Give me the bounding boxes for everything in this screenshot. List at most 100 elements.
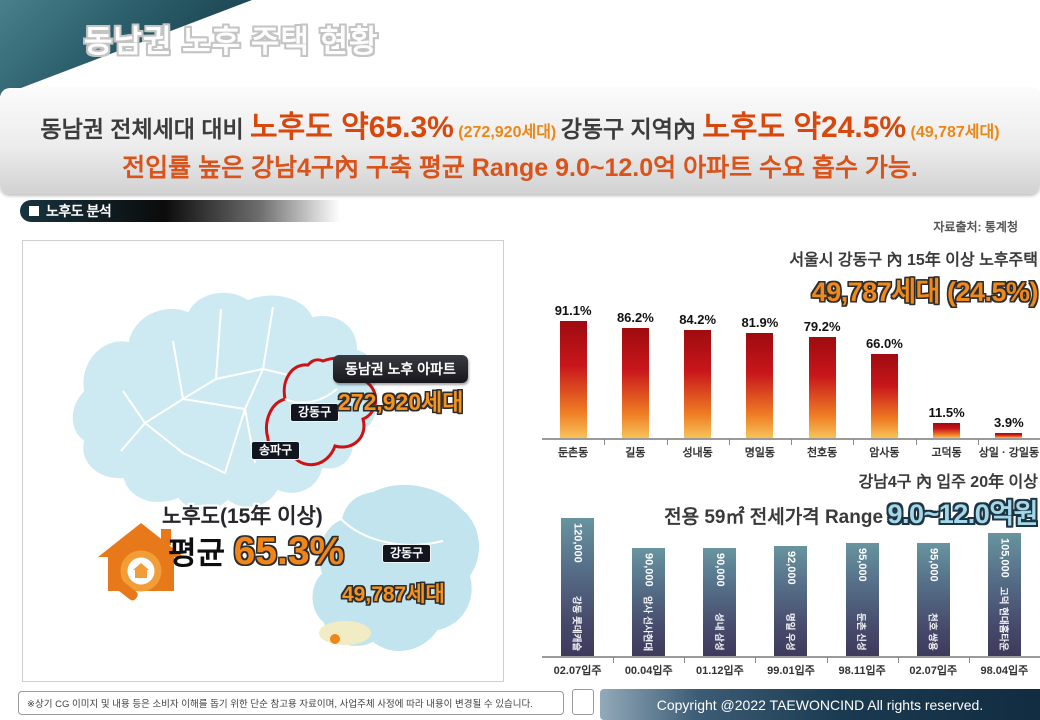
gangdong-inset-shape — [310, 482, 482, 654]
bar-value-label: 66.0% — [865, 335, 903, 351]
jeonse-chart-bars: 120,000 강동 롯데캐슬 90,000 암사 선사현대 90,000 성내 삼성 92… — [542, 514, 1040, 658]
bar-slot: 105,000 고덕 현대홈타운 — [969, 533, 1040, 656]
jeonse-chart-title-line: 강남4구 內 입주 20年 이상 — [858, 474, 1038, 491]
bar-category-label: 고덕동 — [915, 439, 978, 460]
aging-chart-title-line: 서울시 강동구 內 15年 이상 노후주택 — [789, 252, 1038, 269]
bar-value-label: 90,000 — [642, 553, 655, 587]
inset-households-value: 49,787세대 — [342, 583, 445, 606]
page-title: 동남권 노후 주택 현황 — [84, 24, 379, 59]
bar: 92,000 명일 우성 — [774, 546, 808, 656]
section-label: 노후도 분석 — [46, 203, 112, 219]
aging-chart-bars: 91.1% 86.2% 84.2% 81.9% 79.2% 66.0% 11.5% 3.9% — [542, 302, 1040, 440]
data-source-note: 자료출처: 통계청 — [933, 220, 1018, 234]
bar: 90,000 암사 선사현대 — [632, 548, 666, 656]
bar: 95,000 둔촌 신성 — [845, 543, 879, 656]
bar-slot: 86.2% — [604, 310, 666, 438]
headline-households-49787: (49,787세대) — [906, 124, 1000, 141]
jeonse-chart-subtitle: 전용 59㎡ 전세가격 Range — [664, 507, 884, 528]
bar-category-label: 천호동 — [791, 439, 853, 460]
bar-slot: 120,000 강동 롯데캐슬 — [542, 518, 613, 656]
headline-range-text: 전입률 높은 강남4구內 구축 평균 Range 9.0~12.0억 아파트 수… — [122, 154, 918, 182]
bar-slot: 81.9% — [729, 315, 791, 438]
gangdong-songpa-divider — [284, 388, 338, 404]
bar-slot: 90,000 암사 선사현대 — [613, 548, 684, 656]
bar — [621, 327, 649, 438]
bar-category-label: 둔촌동 — [557, 447, 589, 459]
footer-copyright: Copyright @2022 TAEWONCIND All rights re… — [600, 689, 1040, 720]
bar-value-label: 95,000 — [927, 548, 940, 582]
bar-value-label: 95,000 — [856, 548, 869, 582]
bar-slot: 66.0% — [853, 336, 915, 438]
jeonse-chart-subtitle-row: 전용 59㎡ 전세가격 Range 9.0~12.0억원 — [664, 492, 1038, 531]
bar-value-label: 81.9% — [741, 315, 779, 331]
bar-category-label: 99.01입주 — [755, 657, 826, 678]
aging-chart-title: 서울시 강동구 內 15年 이상 노후주택 49,787세대 (24.5%) — [789, 246, 1038, 309]
aging-chart-categories: 둔촌동 길동 성내동 명일동 천호동 암사동 고덕동 상일 · 강일동 — [542, 439, 1040, 460]
bar-value-label: 84.2% — [679, 312, 717, 328]
inset-border-line — [340, 518, 444, 546]
bar-slot: 84.2% — [667, 312, 729, 438]
callout-households-value: 272,920세대 — [338, 389, 464, 415]
aging-average-value: 65.3% — [233, 530, 345, 573]
footer-disclaimer: ※상기 CG 이미지 및 내용 등은 소비자 이해를 돕기 위한 단순 참고용 … — [18, 691, 564, 715]
bar — [684, 330, 712, 438]
aging-ratio-chart: 서울시 강동구 內 15年 이상 노후주택 49,787세대 (24.5%) 9… — [542, 246, 1040, 460]
aging-chart-highlight: 49,787세대 (24.5%) — [811, 277, 1039, 307]
bar-category-label: 00.04입주 — [613, 657, 684, 678]
bar-category-label: 02.07입주 — [553, 665, 602, 677]
jeonse-chart-range-highlight: 9.0~12.0억원 — [887, 499, 1038, 529]
bar-category-label: 길동 — [604, 439, 666, 460]
bar-slot: 11.5% — [916, 405, 978, 438]
bar-slot: 3.9% — [978, 415, 1040, 438]
bar-apartment-name: 명일 우성 — [783, 613, 795, 651]
bar-value-label: 86.2% — [616, 309, 654, 325]
bar — [870, 353, 898, 438]
bar-apartment-name: 천호 쌍용 — [926, 613, 938, 651]
jeonse-chart-categories: 02.07입주 00.04입주 01.12입주 99.01입주 98.11입주 02.07… — [542, 657, 1040, 678]
bar-category-label: 98.04입주 — [968, 657, 1040, 678]
bar-slot: 91.1% — [542, 303, 604, 438]
bar-slot: 92,000 명일 우성 — [755, 546, 826, 656]
bar: 105,000 고덕 현대홈타운 — [987, 533, 1021, 656]
bar — [746, 333, 774, 438]
bar-category-label: 명일동 — [728, 439, 791, 460]
bar-category-label: 암사동 — [853, 439, 915, 460]
bar-apartment-name: 강동 롯데캐슬 — [570, 595, 582, 651]
aging-average-prefix: 평균 — [168, 536, 234, 571]
house-magnifier-icon — [98, 523, 184, 601]
bar-category-label: 상일 · 강일동 — [977, 439, 1040, 460]
bar: 90,000 성내 삼성 — [703, 548, 737, 656]
jeonse-price-chart: 강남4구 內 입주 20年 이상 전용 59㎡ 전세가격 Range 9.0~1… — [542, 468, 1040, 678]
bar-value-label: 90,000 — [713, 553, 726, 587]
bar-category-label: 98.11입주 — [826, 657, 898, 678]
bar-category-label: 성내동 — [666, 439, 729, 460]
orange-marker-dot — [330, 634, 340, 644]
bar-value-label: 120,000 — [571, 523, 584, 563]
headline-households-272920: (272,920세대) — [453, 124, 561, 141]
bar-value-label: 11.5% — [928, 405, 965, 421]
bar: 95,000 천호 쌍용 — [916, 543, 950, 656]
bar-value-label: 92,000 — [784, 551, 797, 585]
seoul-map-panel: 강동구 송파구 — [22, 240, 504, 682]
section-header: 노후도 분석 — [20, 200, 340, 222]
bar-slot: 95,000 둔촌 신성 — [827, 543, 898, 656]
bar — [559, 321, 587, 438]
bar — [995, 433, 1023, 438]
inset-label-gangdong: 강동구 — [382, 544, 432, 563]
aging-ratio-title: 노후도(15年 이상) — [162, 505, 323, 528]
inset-lowland-area — [319, 621, 371, 645]
bar: 120,000 강동 롯데캐슬 — [561, 518, 595, 656]
bar-value-label: 91.1% — [554, 303, 592, 319]
bar-slot: 95,000 천호 쌍용 — [898, 543, 969, 656]
bar-slot: 79.2% — [791, 319, 853, 438]
bar-apartment-name: 둔촌 신성 — [855, 613, 867, 651]
map-label-songpa: 송파구 — [251, 441, 301, 460]
aging-average: 평균 65.3% — [168, 528, 344, 574]
bar-apartment-name: 고덕 현대홈타운 — [997, 587, 1009, 651]
bar-category-label: 01.12입주 — [684, 657, 755, 678]
square-bullet-icon — [29, 206, 39, 216]
headline-text: 강동구 지역內 — [560, 116, 703, 142]
callout-old-apartments: 동남권 노후 아파트 — [333, 355, 468, 383]
map-label-gangdong: 강동구 — [290, 403, 340, 422]
